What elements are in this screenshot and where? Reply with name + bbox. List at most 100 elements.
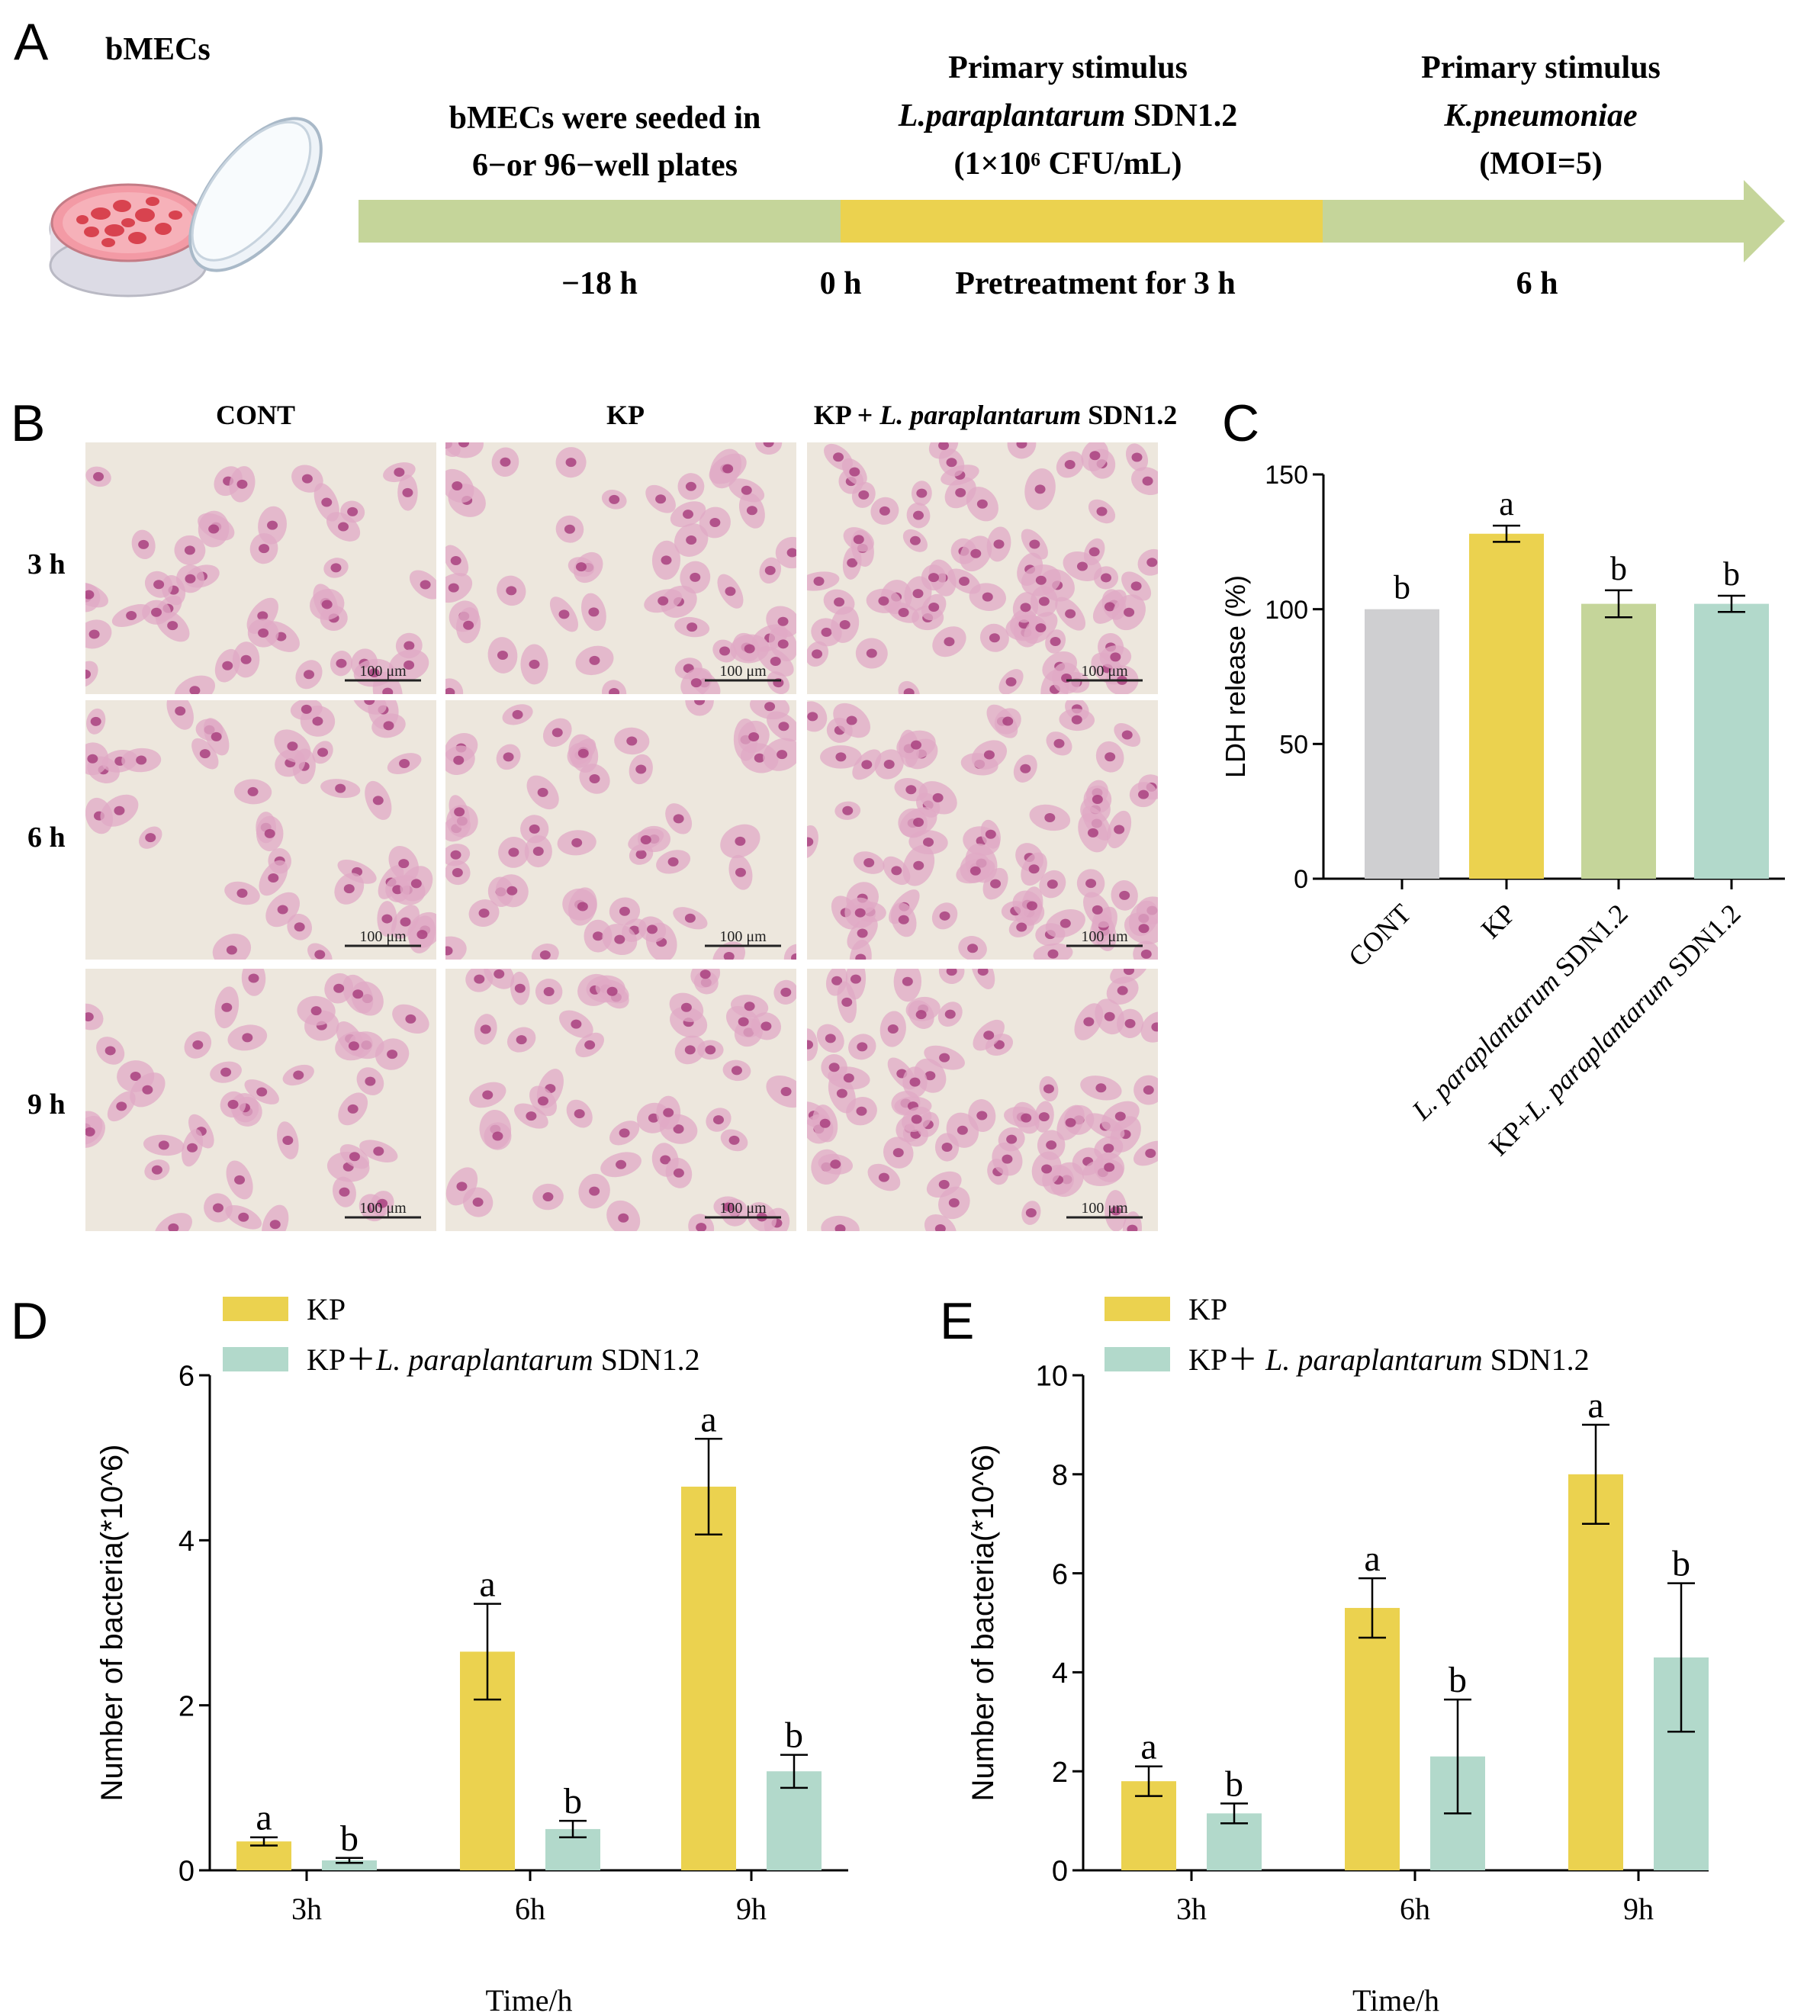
error-bar bbox=[1220, 1802, 1248, 1825]
cell-nucleus bbox=[532, 847, 544, 857]
cell-nucleus bbox=[807, 712, 818, 722]
cell-nucleus bbox=[1026, 901, 1037, 911]
cell-nucleus bbox=[551, 728, 563, 738]
cell-nucleus bbox=[247, 786, 259, 796]
cell-nucleus bbox=[1044, 812, 1056, 822]
error-bar bbox=[1444, 1698, 1471, 1815]
error-bar bbox=[1359, 1577, 1386, 1639]
cell-nucleus bbox=[158, 1140, 169, 1150]
x-tick-label: 6h bbox=[515, 1892, 545, 1926]
cell-nucleus bbox=[335, 783, 346, 793]
panel-letter-b: B bbox=[11, 394, 45, 452]
scale-bar-label: 100 μm bbox=[719, 1200, 767, 1217]
significance-letter: b bbox=[564, 1781, 582, 1821]
bar-kp-9h bbox=[1568, 1474, 1623, 1870]
bar-2 bbox=[1469, 533, 1544, 879]
cell-nucleus bbox=[88, 629, 100, 639]
cell-nucleus bbox=[944, 1009, 956, 1019]
cell-nucleus bbox=[212, 1203, 223, 1213]
cell-nucleus bbox=[909, 1077, 921, 1087]
cell-nucleus bbox=[705, 1045, 716, 1055]
cell-nucleus bbox=[680, 1002, 692, 1012]
stimulus1-line3: (1×10⁶ CFU/mL) bbox=[954, 146, 1182, 182]
x-tick-label-text: KP bbox=[1475, 898, 1522, 944]
scale-bar-label: 100 μm bbox=[359, 928, 407, 945]
scale-bar-label: 100 μm bbox=[1081, 928, 1128, 945]
significance-letter: a bbox=[1499, 485, 1514, 522]
cell-nucleus bbox=[828, 1063, 840, 1072]
cell-nucleus bbox=[287, 741, 298, 751]
cell-nucleus bbox=[301, 704, 312, 714]
cell-nucleus bbox=[1104, 1011, 1115, 1021]
significance-letter: a bbox=[479, 1564, 495, 1605]
cell-nucleus bbox=[791, 953, 796, 960]
cell-nucleus bbox=[452, 867, 463, 877]
cell-nucleus bbox=[807, 837, 814, 847]
seed-text-line2: 6−or 96−well plates bbox=[472, 148, 738, 183]
time-pretreat: Pretreatment for 3 h bbox=[955, 266, 1235, 301]
cell-nucleus bbox=[321, 600, 333, 609]
cell-nucleus bbox=[744, 1002, 755, 1011]
cell-nucleus bbox=[199, 749, 211, 759]
cell-nucleus bbox=[1016, 442, 1027, 449]
cell-nucleus bbox=[722, 464, 734, 474]
cell-nucleus bbox=[1127, 1224, 1138, 1231]
cell-nucleus bbox=[153, 580, 165, 590]
cell-nucleus bbox=[1105, 752, 1116, 762]
cell-nucleus bbox=[898, 915, 909, 924]
cell-nucleus bbox=[151, 1165, 162, 1175]
cell-nucleus bbox=[786, 548, 796, 558]
cell-nucleus bbox=[453, 755, 465, 765]
col-header-kp: KP bbox=[606, 400, 645, 430]
cell-nucleus bbox=[185, 574, 196, 584]
cell-nucleus bbox=[902, 976, 913, 986]
micrograph-3-1: 100 μm bbox=[807, 442, 1158, 694]
cell-nucleus bbox=[387, 1050, 398, 1059]
cell-nucleus bbox=[338, 522, 349, 532]
cell-nucleus bbox=[1130, 581, 1142, 591]
cell-nucleus bbox=[126, 610, 137, 620]
cell-nucleus bbox=[267, 520, 278, 530]
cell-nucleus bbox=[571, 1019, 582, 1029]
cell-nucleus bbox=[982, 592, 993, 602]
time-6h: 6 h bbox=[1516, 266, 1558, 301]
cell-nucleus bbox=[445, 946, 453, 956]
scale-bar: 100 μm bbox=[705, 1200, 781, 1219]
cell-nucleus bbox=[1047, 949, 1059, 959]
cell-nucleus bbox=[1028, 864, 1040, 874]
cell-nucleus bbox=[807, 1040, 813, 1050]
error-bar bbox=[250, 1836, 278, 1847]
significance-letter: a bbox=[1587, 1385, 1603, 1426]
cell-label: bMECs bbox=[105, 32, 211, 67]
cell-nucleus bbox=[383, 721, 394, 731]
cell-nucleus bbox=[709, 518, 721, 528]
cell-nucleus bbox=[898, 608, 909, 618]
chart-d: 0 2 4 6 Number of bacteria(*10^6) 3h a b 6h a b 9h a… bbox=[95, 1292, 848, 2016]
cell-nucleus bbox=[770, 657, 781, 667]
cell-nucleus bbox=[878, 1172, 889, 1182]
cell-nucleus bbox=[588, 607, 600, 617]
cell-nucleus bbox=[542, 1192, 554, 1202]
y-tick-label: 0 bbox=[1052, 1856, 1068, 1888]
bar-kp-6h bbox=[1345, 1608, 1400, 1870]
significance-letter: a bbox=[700, 1399, 716, 1439]
cell-nucleus bbox=[719, 646, 731, 656]
cell-nucleus bbox=[264, 828, 275, 838]
cell-nucleus bbox=[744, 644, 755, 654]
cell-nucleus bbox=[145, 833, 156, 843]
cell-nucleus bbox=[955, 487, 966, 497]
significance-letter: b bbox=[340, 1818, 359, 1859]
stimulus1-organism: L.paraplantarum bbox=[898, 98, 1126, 133]
cell-nucleus bbox=[976, 499, 988, 509]
cell-nucleus bbox=[911, 1114, 922, 1124]
cell-nucleus bbox=[1089, 451, 1101, 461]
cell-nucleus bbox=[1124, 1018, 1136, 1028]
cell-nucleus bbox=[905, 785, 917, 795]
cell-nucleus bbox=[445, 687, 455, 694]
cell-nucleus bbox=[130, 1071, 141, 1081]
timeline-infection-segment bbox=[1323, 200, 1744, 243]
cell-nucleus bbox=[618, 1213, 629, 1223]
significance-letter: b bbox=[1610, 550, 1627, 587]
x-tick-label-text: SDN1.2 bbox=[1657, 898, 1746, 987]
scale-bar-label: 100 μm bbox=[359, 1200, 407, 1217]
